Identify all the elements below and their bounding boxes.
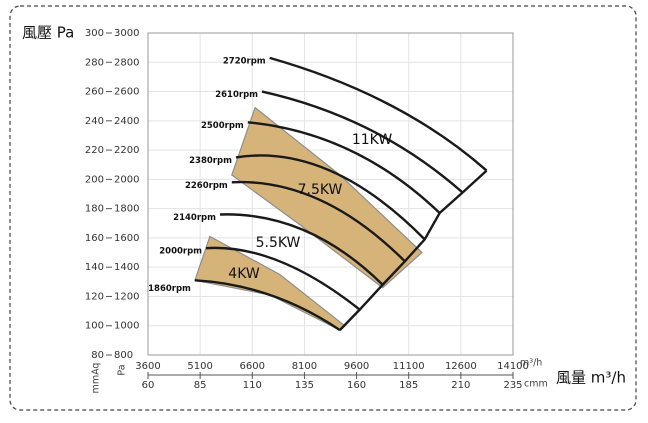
x2-tick-label: 235 xyxy=(503,380,522,391)
rpm-label: 2720rpm xyxy=(223,56,266,66)
power-label: 5.5KW xyxy=(256,235,301,251)
y-axis-title: 風壓 Pa xyxy=(22,24,74,42)
x-tick-label: 3600 xyxy=(135,361,160,372)
x2-tick-label: 160 xyxy=(347,380,366,391)
x-unit: m³/h xyxy=(520,358,542,369)
y-tick-label: 2600 xyxy=(114,87,139,98)
rpm-label: 2380rpm xyxy=(189,156,232,166)
x2-tick-label: 185 xyxy=(399,380,418,391)
x2-tick-label: 135 xyxy=(295,380,314,391)
y2-tick-label: 120 xyxy=(85,291,104,302)
y-tick-label: 2000 xyxy=(114,174,139,185)
x-axis-title: 風量 m³/h xyxy=(556,369,626,387)
x2-tick-label: 85 xyxy=(194,380,207,391)
rpm-curve xyxy=(219,213,384,286)
y-tick-label: 3000 xyxy=(114,28,139,39)
y-tick-label: 2400 xyxy=(114,116,139,127)
y-tick-label: 2200 xyxy=(114,145,139,156)
y-tick-label: 800 xyxy=(114,350,133,361)
x-tick-label: 8100 xyxy=(292,361,317,372)
x2-tick-label: 210 xyxy=(451,380,470,391)
y2-tick-label: 100 xyxy=(85,321,104,332)
y-tick-label: 1400 xyxy=(114,262,139,273)
power-label: 4KW xyxy=(228,266,260,282)
rpm-curve xyxy=(261,90,464,194)
y2-tick-label: 80 xyxy=(91,350,104,361)
y2-tick-label: 240 xyxy=(85,116,104,127)
rpm-curve xyxy=(235,154,426,241)
x-tick-label: 14100 xyxy=(497,361,529,372)
x2-tick-label: 60 xyxy=(142,380,155,391)
y2-tick-label: 220 xyxy=(85,145,104,156)
y-tick-label: 1800 xyxy=(114,204,139,215)
y-tick-label: 1600 xyxy=(114,233,139,244)
x-tick-label: 6600 xyxy=(240,361,265,372)
y-tick-label: 1200 xyxy=(114,291,139,302)
y2-tick-label: 180 xyxy=(85,204,104,215)
y2-tick-label: 140 xyxy=(85,262,104,273)
outer-boundary xyxy=(339,169,488,331)
frame-border xyxy=(9,5,637,411)
rpm-label: 2500rpm xyxy=(201,121,244,131)
y2-tick-label: 300 xyxy=(85,28,104,39)
y2-tick-label: 280 xyxy=(85,57,104,68)
y-tick-label: 2800 xyxy=(114,57,139,68)
x2-unit: cmm xyxy=(524,379,548,390)
plot-frame xyxy=(147,32,514,356)
y2-tick-label: 260 xyxy=(85,87,104,98)
power-label: 7.5KW xyxy=(298,182,343,198)
rpm-label: 1860rpm xyxy=(148,284,191,294)
x-tick-label: 12600 xyxy=(445,361,477,372)
plot-area: 800 1000 1200 1400 1600 1800 2000 2200 2400 2600 2… xyxy=(85,28,529,391)
y2-tick-label: 160 xyxy=(85,233,104,244)
x-tick-label: 5100 xyxy=(187,361,212,372)
y-unit: Pa xyxy=(117,364,128,375)
x-tick-label: 9600 xyxy=(344,361,369,372)
rpm-curve xyxy=(231,180,406,263)
x-tick-label: 11100 xyxy=(393,361,425,372)
y-tick-label: 1000 xyxy=(114,321,139,332)
y2-tick-label: 200 xyxy=(85,174,104,185)
power-label: 11KW xyxy=(352,132,392,148)
rpm-curve xyxy=(194,279,341,332)
rpm-label: 2140rpm xyxy=(173,213,216,223)
rpm-curve xyxy=(247,121,441,214)
rpm-label: 2610rpm xyxy=(215,90,258,100)
x2-tick-label: 110 xyxy=(243,380,262,391)
rpm-curve xyxy=(269,56,488,172)
y2-unit: mmAq xyxy=(91,363,102,394)
rpm-label: 2260rpm xyxy=(185,181,228,191)
rpm-label: 2000rpm xyxy=(159,247,202,257)
rpm-curve xyxy=(205,246,361,311)
